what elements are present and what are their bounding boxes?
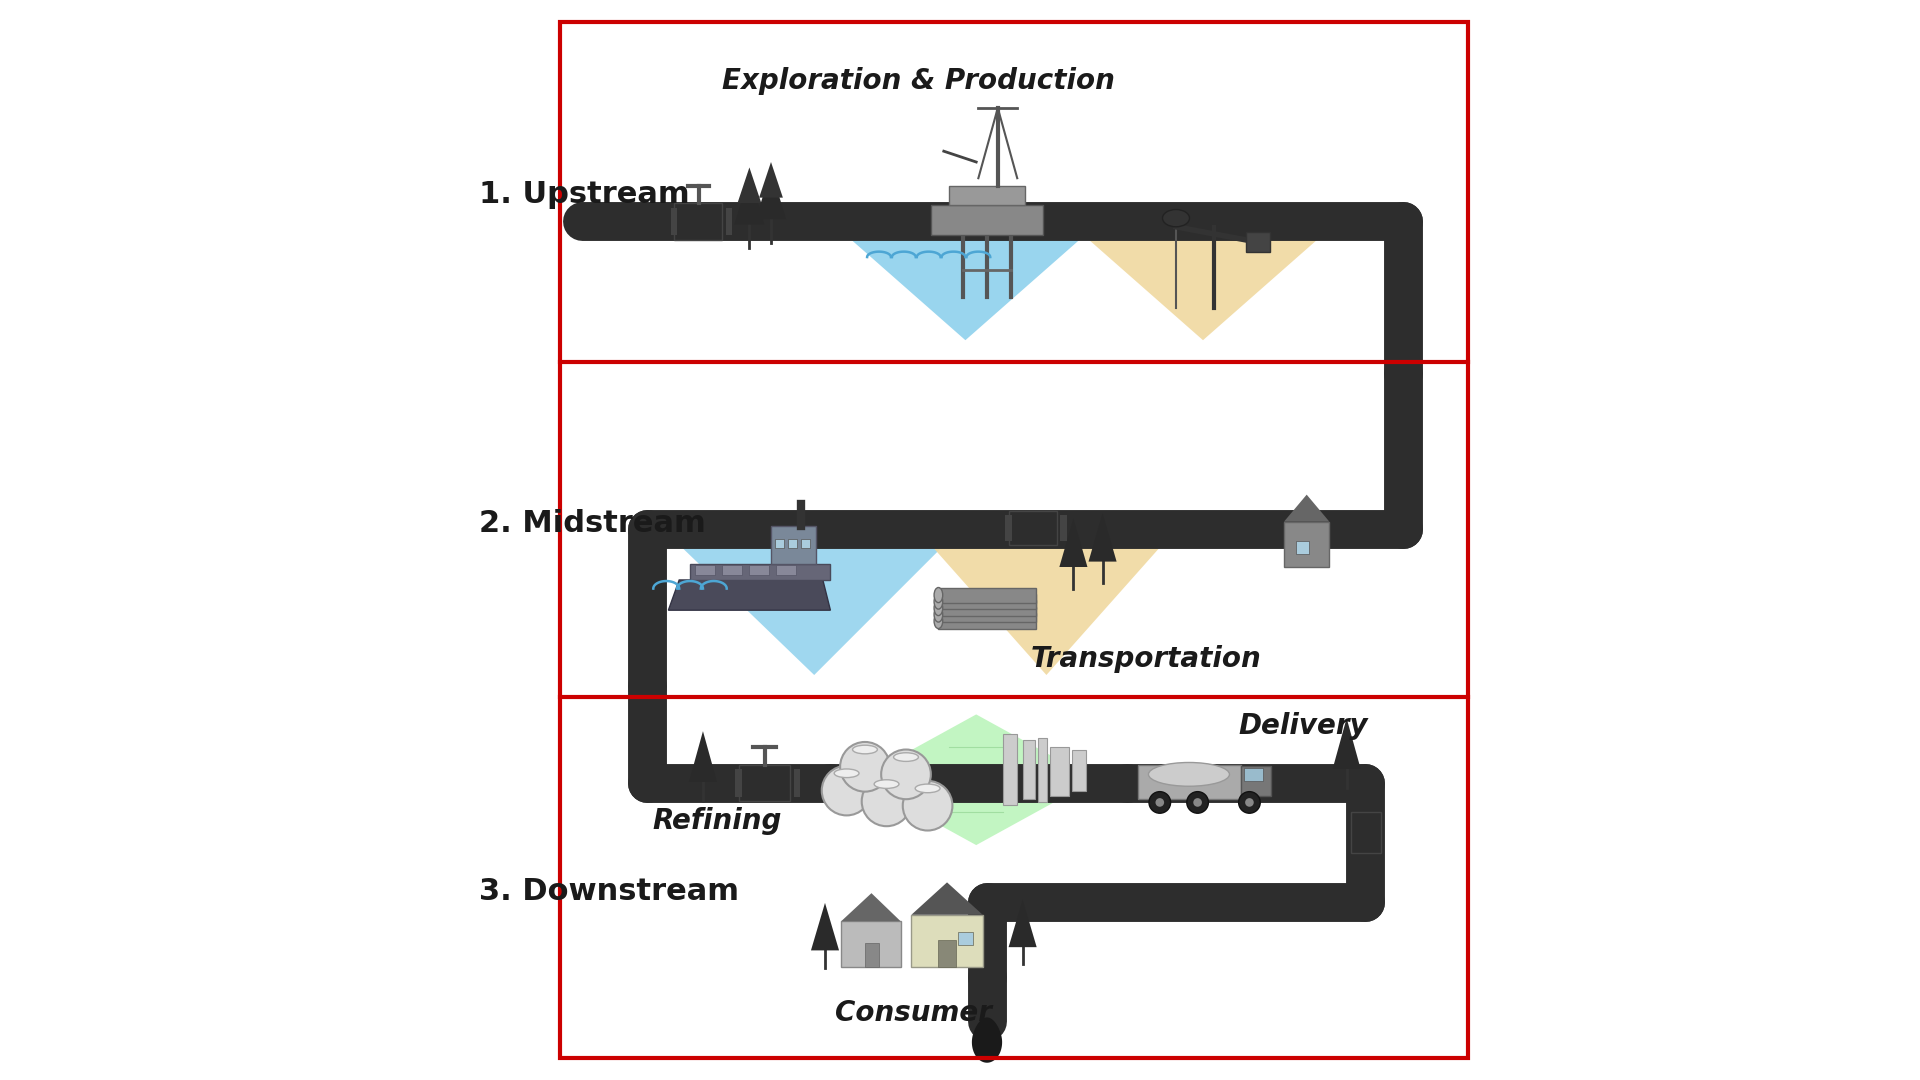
Bar	[939, 613, 1035, 629]
Bar	[561, 22, 1467, 1058]
Bar	[958, 932, 973, 945]
Ellipse shape	[852, 745, 877, 754]
Polygon shape	[918, 529, 1175, 675]
Ellipse shape	[916, 784, 941, 793]
Polygon shape	[1068, 221, 1338, 340]
Polygon shape	[1284, 495, 1329, 522]
Circle shape	[1192, 798, 1202, 807]
Ellipse shape	[874, 780, 899, 788]
Bar	[1071, 750, 1087, 791]
Ellipse shape	[1162, 210, 1190, 227]
Bar	[939, 607, 1035, 622]
Circle shape	[902, 781, 952, 831]
Ellipse shape	[933, 613, 943, 629]
Bar	[939, 594, 1035, 609]
Circle shape	[1187, 792, 1208, 813]
Circle shape	[881, 750, 931, 799]
Polygon shape	[912, 882, 983, 915]
Ellipse shape	[933, 588, 943, 603]
Bar	[793, 769, 801, 797]
Polygon shape	[758, 162, 783, 198]
Circle shape	[862, 777, 912, 826]
Ellipse shape	[933, 607, 943, 622]
Polygon shape	[1008, 900, 1037, 947]
Bar	[739, 765, 791, 801]
Bar	[1296, 541, 1309, 554]
Bar	[912, 915, 983, 967]
Bar	[789, 539, 797, 548]
Bar	[1006, 515, 1012, 541]
Text: Delivery: Delivery	[1238, 712, 1369, 740]
Bar	[1060, 515, 1068, 541]
Polygon shape	[1089, 513, 1117, 562]
Bar	[841, 921, 900, 967]
Text: Consumer: Consumer	[835, 999, 993, 1027]
Bar	[1002, 734, 1018, 805]
Bar	[1139, 765, 1240, 799]
Polygon shape	[858, 715, 1094, 845]
Text: Exploration & Production: Exploration & Production	[722, 67, 1116, 95]
Circle shape	[841, 742, 889, 792]
Bar	[939, 940, 956, 967]
Bar	[1050, 747, 1069, 796]
Polygon shape	[737, 167, 760, 203]
Circle shape	[1238, 792, 1260, 813]
Bar	[1244, 768, 1263, 781]
Bar	[1352, 812, 1380, 853]
Polygon shape	[662, 529, 960, 675]
Bar	[1023, 740, 1035, 799]
Polygon shape	[689, 731, 716, 782]
Bar	[689, 564, 829, 580]
Bar	[722, 565, 741, 575]
Polygon shape	[829, 221, 1100, 340]
Ellipse shape	[893, 753, 918, 761]
Polygon shape	[668, 580, 829, 610]
Bar	[776, 565, 797, 575]
Bar	[674, 203, 722, 240]
Ellipse shape	[1148, 762, 1229, 786]
Polygon shape	[1060, 518, 1087, 567]
Text: 3. Downstream: 3. Downstream	[480, 877, 739, 905]
Text: 2. Midstream: 2. Midstream	[480, 510, 707, 538]
Text: Refining: Refining	[653, 807, 781, 835]
Circle shape	[1246, 798, 1254, 807]
Ellipse shape	[933, 600, 943, 616]
Polygon shape	[733, 175, 764, 225]
Bar	[1008, 511, 1058, 545]
Text: 1. Upstream: 1. Upstream	[480, 180, 689, 208]
Bar	[670, 208, 678, 235]
Bar	[1037, 738, 1048, 802]
Bar	[931, 205, 1043, 235]
Circle shape	[822, 766, 872, 815]
Circle shape	[1156, 798, 1164, 807]
Polygon shape	[1332, 718, 1361, 769]
Bar	[749, 565, 768, 575]
Bar	[801, 539, 810, 548]
Bar	[1246, 232, 1269, 252]
Bar	[1284, 522, 1329, 567]
Bar	[864, 943, 879, 967]
Bar	[939, 588, 1035, 603]
Bar	[735, 769, 741, 797]
Bar	[726, 208, 732, 235]
Text: Transportation: Transportation	[1031, 645, 1261, 673]
Bar	[772, 526, 816, 564]
Polygon shape	[841, 893, 900, 921]
Bar	[695, 565, 714, 575]
Bar	[776, 539, 783, 548]
Circle shape	[1148, 792, 1171, 813]
Bar	[1240, 766, 1271, 796]
Polygon shape	[810, 903, 839, 950]
Bar	[939, 600, 1035, 616]
Polygon shape	[756, 170, 785, 219]
Bar	[948, 186, 1025, 205]
Ellipse shape	[933, 594, 943, 609]
Ellipse shape	[833, 769, 858, 778]
Polygon shape	[972, 1017, 1002, 1063]
